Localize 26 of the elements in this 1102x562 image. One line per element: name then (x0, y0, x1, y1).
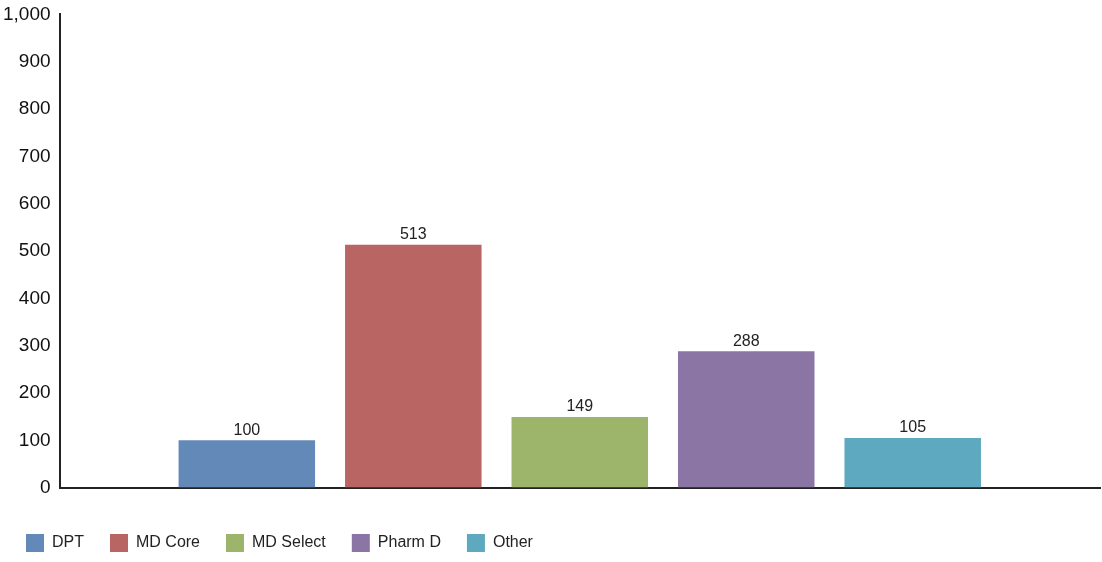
legend-label: MD Core (136, 533, 201, 551)
data-label: 513 (399, 225, 427, 243)
legend-label: Pharm D (377, 533, 441, 551)
bar (345, 244, 482, 488)
legend-label: DPT (52, 533, 85, 551)
y-tick-label: 0 (39, 475, 51, 497)
bar (511, 417, 649, 488)
y-tick-label: 900 (18, 49, 51, 71)
y-tick-label: 400 (18, 286, 51, 308)
bar (844, 437, 981, 488)
y-tick-label: 200 (18, 381, 51, 403)
y-tick-label: 800 (18, 97, 51, 119)
legend-label: Other (492, 533, 534, 551)
bar (178, 440, 316, 488)
data-label: 105 (899, 418, 927, 436)
data-label: 100 (233, 420, 261, 438)
y-tick-label: 100 (18, 428, 51, 450)
y-tick-label: 500 (18, 239, 51, 261)
y-tick-label: 1,000 (3, 2, 51, 24)
data-label: 288 (732, 331, 760, 349)
data-label: 149 (566, 397, 594, 415)
y-tick-label: 600 (18, 191, 51, 213)
y-tick-label: 300 (18, 333, 51, 355)
bar (677, 351, 815, 488)
y-tick-label: 700 (18, 144, 51, 166)
legend-label: MD Select (252, 533, 327, 551)
